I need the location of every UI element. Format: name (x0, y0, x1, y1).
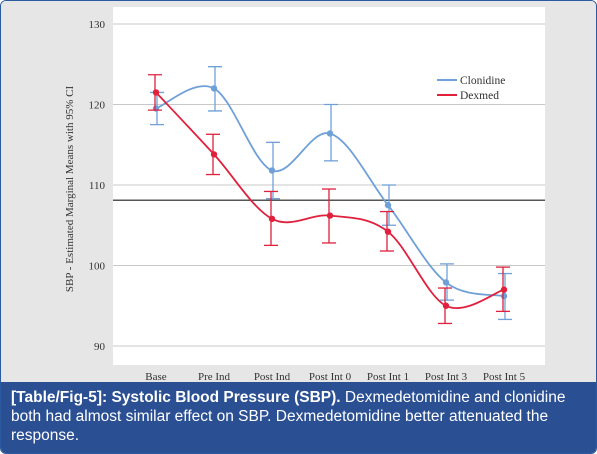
data-point-clonidine-2 (268, 167, 276, 174)
data-point-clonidine-1 (210, 85, 218, 92)
y-ticks: 90 100 110 120 130 (89, 19, 106, 353)
x-tick-label-2: Post Ind (254, 371, 291, 382)
legend: Clonidine Dexmed (437, 75, 505, 102)
data-point-dexmed-1 (210, 151, 218, 158)
data-point-clonidine-5 (442, 279, 450, 286)
x-tick-label-5: Post Int 3 (425, 371, 468, 382)
legend-label-dexmed: Dexmed (460, 90, 499, 102)
x-tick-label-0: Base (145, 371, 167, 382)
x-tick-label-4: Post Int 1 (367, 371, 409, 382)
y-axis-label: SBP - Estimated Marginal Means with 95% … (64, 86, 76, 293)
figure-caption: [Table/Fig-5]: Systolic Blood Pressure (… (1, 382, 596, 453)
data-point-clonidine-6 (500, 292, 508, 300)
y-tick-label-120: 120 (89, 100, 106, 112)
x-ticks: Base Pre Ind Post Ind Post Int 0 Post Int 1 P… (145, 371, 525, 382)
caption-text: Dexmedetomidine and clonidine both had a… (11, 389, 566, 444)
data-point-dexmed-3 (326, 212, 334, 219)
series-clonidine (150, 66, 512, 321)
y-tick-label-130: 130 (89, 19, 106, 31)
caption-label: [Table/Fig-5]: (11, 389, 108, 406)
x-tick-label-6: Post Int 5 (483, 371, 526, 382)
series-dexmed (148, 74, 510, 325)
chart-svg: 90 100 110 120 130 Base Pre Ind Post Ind Post I… (1, 1, 596, 382)
data-point-dexmed-6 (500, 286, 508, 293)
data-point-dexmed-0 (152, 89, 160, 96)
data-point-clonidine-3 (326, 130, 334, 137)
plot-area (113, 7, 545, 365)
y-tick-label-110: 110 (89, 180, 106, 192)
data-point-clonidine-4 (384, 201, 392, 209)
y-tick-label-100: 100 (89, 261, 106, 273)
legend-label-clonidine: Clonidine (460, 75, 505, 87)
data-point-dexmed-4 (384, 228, 392, 235)
y-tick-label-90: 90 (94, 341, 106, 353)
caption-title: Systolic Blood Pressure (SBP). (111, 389, 341, 406)
x-tick-label-3: Post Int 0 (309, 371, 352, 382)
x-tick-label-1: Pre Ind (198, 371, 231, 382)
chart-area: 90 100 110 120 130 Base Pre Ind Post Ind Post I… (1, 1, 596, 382)
data-point-dexmed-5 (442, 302, 450, 309)
data-point-dexmed-2 (268, 215, 276, 223)
series-group (148, 66, 512, 325)
